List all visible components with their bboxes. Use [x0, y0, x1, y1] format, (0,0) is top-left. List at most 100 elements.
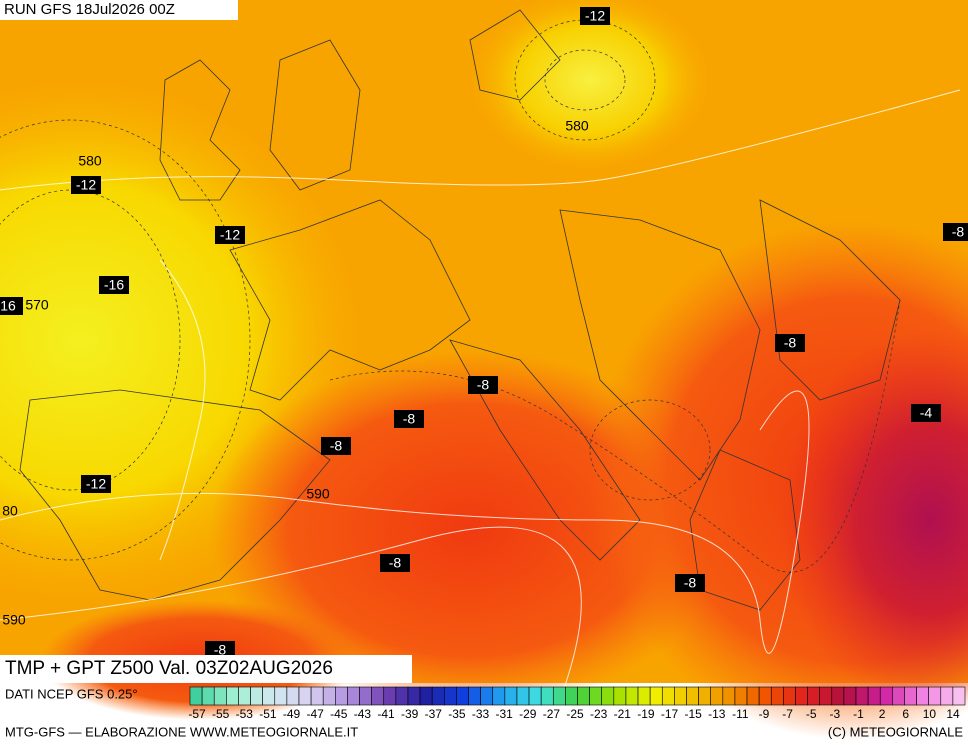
run-info: RUN GFS 18Jul2026 00Z [4, 1, 175, 18]
colorbar-tick-label: -23 [590, 707, 608, 721]
colorbar-swatch [843, 686, 857, 706]
colorbar-swatch [540, 686, 554, 706]
colorbar-swatch [201, 686, 215, 706]
colorbar-swatch [250, 686, 263, 706]
colorbar-tick-label: -3 [830, 707, 841, 721]
colorbar-swatch [213, 686, 227, 706]
height-label: 570 [25, 297, 49, 313]
colorbar-tick-label: -49 [283, 707, 301, 721]
colorbar-swatch [226, 686, 239, 706]
colorbar-swatch [468, 686, 481, 706]
temperature-label: -8 [784, 335, 797, 351]
colorbar-swatch [565, 686, 578, 706]
colorbar-swatch [855, 686, 869, 706]
run-box [0, 0, 238, 20]
temperature-label: -8 [330, 438, 343, 454]
colorbar-swatch [371, 686, 385, 706]
colorbar-swatch [819, 686, 833, 706]
colorbar-swatch [589, 686, 603, 706]
temperature-label: -8 [389, 555, 402, 571]
label-box [81, 475, 111, 493]
colorbar-swatch [783, 686, 796, 706]
colorbar-tick-label: -19 [637, 707, 655, 721]
colorbar-swatch [335, 686, 348, 706]
colorbar-swatch [928, 686, 942, 706]
colorbar-tick-label: -43 [354, 707, 372, 721]
colorbar-tick-label: -25 [566, 707, 584, 721]
label-box [0, 297, 23, 315]
colorbar-swatch [649, 686, 663, 706]
colorbar-tick-label: -7 [782, 707, 793, 721]
colorbar-swatch [347, 686, 360, 706]
label-box [205, 641, 235, 659]
colorbar-tick-label: -15 [684, 707, 702, 721]
colorbar-swatch [407, 686, 421, 706]
colorbar-tick-label: -51 [259, 707, 277, 721]
colorbar-tick-label: -45 [330, 707, 348, 721]
colorbar-swatch [831, 686, 845, 706]
colorbar-swatch [443, 686, 457, 706]
label-box [321, 437, 351, 455]
map-title: TMP + GPT Z500 Val. 03Z02AUG2026 [5, 658, 333, 679]
colorbar-tick-label: -57 [188, 707, 206, 721]
temperature-label: -12 [585, 8, 605, 24]
label-box [99, 276, 129, 294]
colorbar-tick-label: -13 [708, 707, 726, 721]
colorbar-swatch [722, 686, 736, 706]
colorbar-swatch [492, 686, 506, 706]
colorbar-tick-label: 6 [902, 707, 909, 721]
colorbar-swatch [359, 686, 372, 706]
colorbar-tick-label: -41 [377, 707, 395, 721]
label-box [911, 404, 941, 422]
colorbar-swatch [807, 686, 820, 706]
colorbar-tick-label: -55 [212, 707, 230, 721]
colorbar-swatch [395, 686, 409, 706]
colorbar-tick-label: -29 [519, 707, 537, 721]
source: DATI NCEP GFS 0.25° [5, 686, 138, 701]
height-label: 590 [2, 612, 26, 628]
temperature-label: -8 [477, 377, 490, 393]
colorbar-swatch [238, 686, 251, 706]
height-label: 580 [565, 118, 589, 134]
colorbar-swatch [892, 686, 905, 706]
colorbar-swatch [904, 686, 917, 706]
colorbar-swatch [746, 686, 760, 706]
label-box [580, 7, 610, 25]
colorbar-swatch [601, 686, 615, 706]
temperature-label: 16 [0, 298, 16, 314]
colorbar-swatch [952, 686, 966, 706]
colorbar-swatch [286, 686, 300, 706]
temperature-label: -16 [104, 277, 124, 293]
colorbar-tick-label: 2 [879, 707, 886, 721]
colorbar-tick-label: 10 [923, 707, 937, 721]
colorbar-swatch [625, 686, 639, 706]
temperature-label: -12 [220, 227, 240, 243]
temperature-label: -8 [684, 575, 697, 591]
colorbar-tick-label: -9 [759, 707, 770, 721]
colorbar-swatch [456, 686, 469, 706]
colorbar-tick-label: -21 [614, 707, 632, 721]
colorbar: -57 -55 -53 -51 -49 -47 -45 -43 -41 -39 -37 -35 -33-… [188, 686, 966, 721]
colorbar-swatch [419, 686, 433, 706]
colorbar-swatch [795, 686, 808, 706]
height-label: 590 [306, 486, 330, 502]
colorbar-swatch [637, 686, 651, 706]
height-label: 80 [2, 503, 18, 519]
label-box [775, 334, 805, 352]
colorbar-tick-label: 14 [946, 707, 960, 721]
colorbar-swatch [916, 686, 929, 706]
colorbar-tick-label: -5 [806, 707, 817, 721]
colorbar-tick-label: -53 [236, 707, 254, 721]
colorbar-swatch [661, 686, 675, 706]
credit: MTG-GFS — ELABORAZIONE WWW.METEOGIORNALE… [5, 724, 358, 739]
colorbar-swatch [940, 686, 954, 706]
colorbar-tick-label: -33 [472, 707, 490, 721]
colorbar-tick-label: -35 [448, 707, 466, 721]
label-box [943, 223, 968, 241]
label-box [380, 554, 410, 572]
colorbar-swatch [867, 686, 881, 706]
colorbar-swatch [758, 686, 772, 706]
colorbar-swatch [710, 686, 724, 706]
